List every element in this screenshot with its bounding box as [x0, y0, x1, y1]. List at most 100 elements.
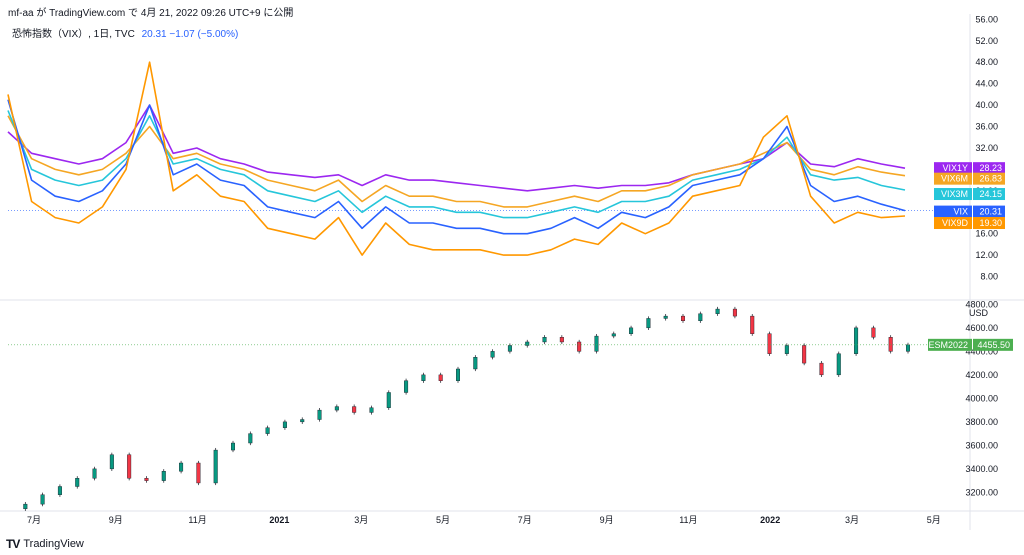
series-tag-name-vix3m: [934, 188, 972, 201]
x-tick-label: 5月: [927, 515, 941, 525]
vix-y-tick: 36.00: [975, 122, 998, 132]
es-candle: [196, 462, 201, 484]
series-tag-name-text: VIX3M: [941, 189, 968, 199]
series-tag-name-vix1y: [934, 162, 972, 175]
es-y-tick: 3600.00: [965, 440, 998, 450]
series-tag-value-vix: [973, 205, 1005, 218]
x-tick-label: 7月: [518, 515, 532, 525]
es-candle: [473, 357, 478, 370]
es-candle: [663, 315, 668, 319]
series-tag-name-text: VIX: [953, 207, 968, 217]
es-candle: [784, 345, 789, 354]
tradingview-logo-icon: TV: [6, 537, 20, 551]
es-y-tick: 3800.00: [965, 417, 998, 427]
series-tag-value-text: 20.31: [979, 207, 1002, 217]
es-candle: [23, 503, 28, 510]
es-candle: [127, 454, 132, 479]
vix-y-tick: 56.00: [975, 14, 998, 24]
es-unit-label: USD: [969, 308, 989, 318]
x-tick-label: 9月: [600, 515, 614, 525]
es-candle: [750, 315, 755, 334]
publish-info: mf-aa が TradingView.com で 4月 21, 2022 09…: [8, 8, 294, 19]
series-line-vix3m: [7, 110, 906, 219]
symbol-title: 恐怖指数（VIX）, 1日, TVC: [12, 29, 135, 40]
es-tag-name: [928, 338, 972, 351]
es-candle: [611, 333, 616, 337]
es-candle: [888, 337, 893, 352]
es-candle: [646, 318, 651, 329]
es-candle: [179, 462, 184, 472]
series-tag-name-text: VIX1Y: [942, 163, 968, 173]
es-candle: [92, 468, 97, 479]
series-line-vix6m: [7, 115, 906, 208]
series-line-vix1y: [7, 104, 906, 192]
series-line-vix9d: [7, 61, 906, 256]
series-tag-value-text: 28.23: [979, 163, 1002, 173]
es-candle: [594, 335, 599, 352]
es-candle: [542, 337, 547, 343]
es-y-tick: 4400.00: [965, 346, 998, 356]
es-candle: [317, 409, 322, 420]
series-tag-value-text: 26.83: [979, 174, 1002, 184]
es-candle: [767, 333, 772, 354]
es-candle: [109, 454, 114, 470]
es-candle: [819, 362, 824, 376]
es-candle: [836, 353, 841, 376]
es-candle: [507, 345, 512, 352]
series-tag-value-vix6m: [973, 172, 1005, 185]
brand-label: TradingView: [23, 538, 84, 550]
x-tick-label: 7月: [27, 515, 41, 525]
series-tag-value-vix3m: [973, 188, 1005, 201]
es-tag-value-text: 4455.50: [977, 340, 1010, 350]
es-candle: [386, 392, 391, 408]
es-candle: [213, 449, 218, 484]
series-tag-name-vix6m: [934, 172, 972, 185]
es-candle: [577, 341, 582, 352]
es-y-tick: 4600.00: [965, 323, 998, 333]
vix-y-tick: 40.00: [975, 100, 998, 110]
es-candle: [265, 427, 270, 434]
es-candle: [369, 407, 374, 413]
series-tag-name-text: VIX6M: [941, 174, 968, 184]
symbol-values: 20.31 −1.07 (−5.00%): [141, 29, 239, 40]
vix-y-tick: 12.00: [975, 250, 998, 260]
vix-y-tick: 52.00: [975, 36, 998, 46]
vix-y-tick: 32.00: [975, 143, 998, 153]
es-y-tick: 3200.00: [965, 487, 998, 497]
es-candle: [732, 308, 737, 317]
x-tick-label: 5月: [436, 515, 450, 525]
x-tick-label: 2021: [269, 515, 289, 525]
es-candle: [490, 351, 495, 358]
es-y-tick: 3400.00: [965, 464, 998, 474]
es-candle: [854, 327, 859, 354]
es-candle: [871, 327, 876, 338]
es-candle: [525, 341, 530, 346]
series-tag-name-vix: [934, 205, 972, 218]
es-candle: [559, 337, 564, 343]
vix-y-tick: 16.00: [975, 229, 998, 239]
es-candle: [75, 478, 80, 487]
es-tag-value: [973, 338, 1013, 351]
x-tick-label: 11月: [188, 515, 206, 525]
vix-y-tick: 44.00: [975, 79, 998, 89]
series-tag-value-text: 19.30: [979, 218, 1002, 228]
series-tag-name-vix9d: [934, 217, 972, 230]
es-candle: [802, 345, 807, 364]
es-candle: [404, 380, 409, 393]
es-candle: [438, 374, 443, 381]
es-candle: [40, 494, 45, 505]
x-tick-label: 3月: [845, 515, 859, 525]
es-candle: [698, 313, 703, 322]
vix-y-tick: 48.00: [975, 57, 998, 67]
es-candle: [681, 315, 686, 322]
es-candle: [144, 478, 149, 481]
x-tick-label: 2022: [760, 515, 780, 525]
es-candle: [629, 327, 634, 334]
tradingview-footer: TV TradingView: [6, 537, 84, 551]
series-tag-value-text: 24.15: [979, 189, 1002, 199]
x-tick-label: 3月: [354, 515, 368, 525]
es-candle: [230, 442, 235, 451]
es-candle: [715, 308, 720, 314]
es-candle: [906, 344, 911, 352]
